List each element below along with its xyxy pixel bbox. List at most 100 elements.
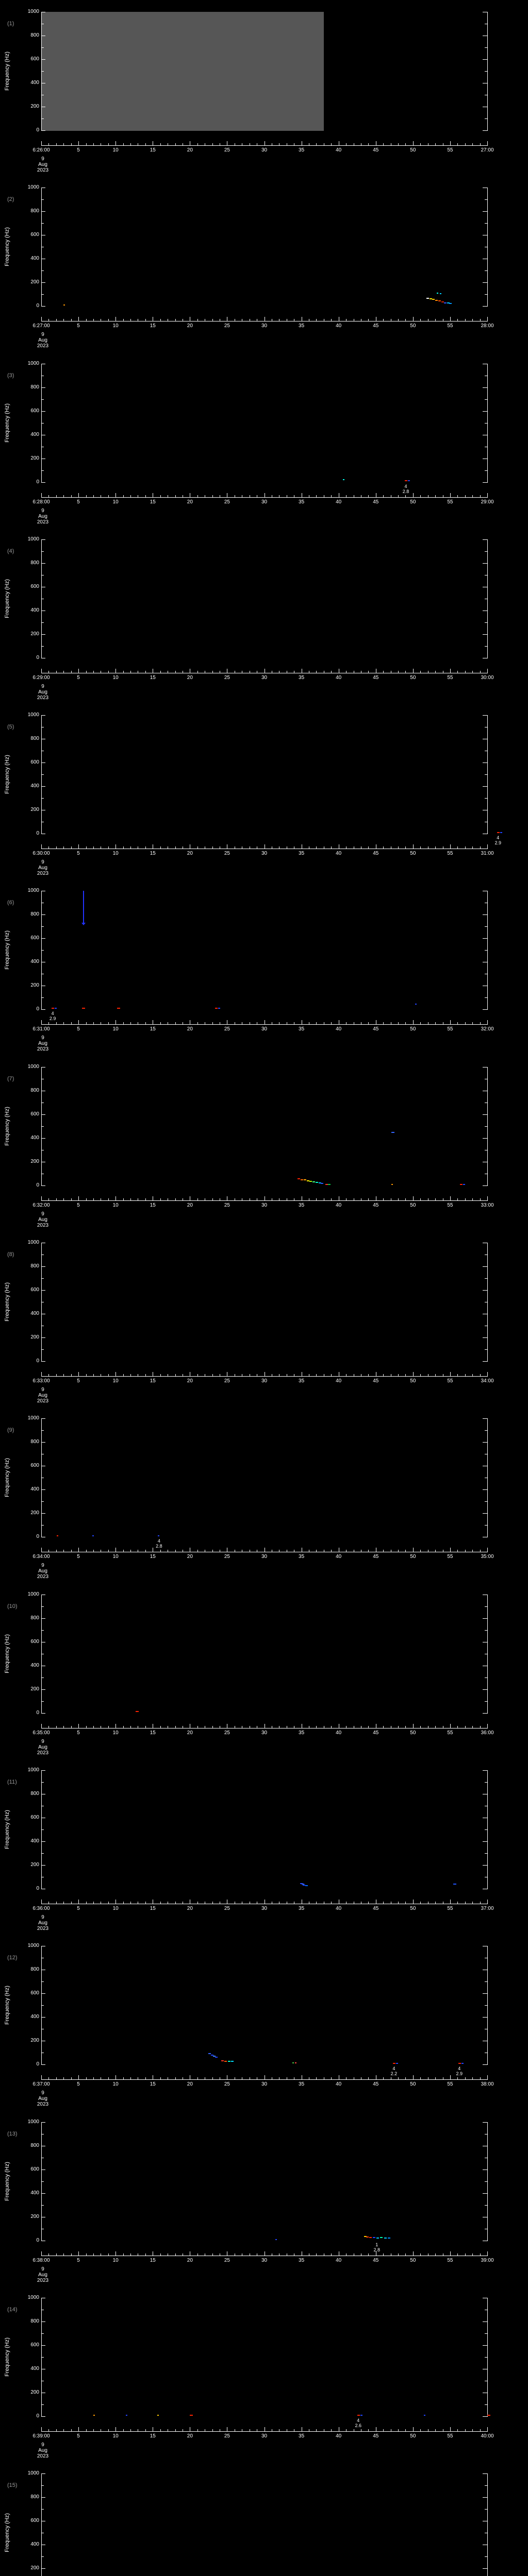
y-minor-tick-right — [485, 1349, 487, 1350]
x-minor-tick — [56, 846, 57, 849]
x-minor-tick — [465, 1374, 466, 1376]
y-minor-tick-right — [485, 1782, 487, 1783]
y-major-tick — [42, 1114, 45, 1115]
x-minor-tick — [108, 846, 109, 849]
y-minor-tick-right — [485, 1606, 487, 1607]
y-tick-label: 400 — [30, 1486, 39, 1492]
y-tick-label: 400 — [30, 2190, 39, 2196]
date-line: Aug — [38, 1393, 47, 1398]
x-tick-label: 25 — [224, 2258, 230, 2263]
x-major-tick — [78, 2075, 79, 2079]
x-minor-tick — [130, 1374, 131, 1376]
x-minor-tick — [93, 319, 94, 321]
x-minor-tick — [86, 495, 87, 497]
x-minor-tick — [175, 1022, 176, 1024]
event-dot — [158, 1535, 160, 1536]
y-tick-label: 1000 — [27, 1415, 39, 1421]
x-minor-tick — [405, 1198, 406, 1200]
y-minor-tick — [42, 1525, 44, 1526]
x-minor-tick — [480, 1726, 481, 1728]
y-tick-label: 200 — [30, 2565, 39, 2571]
x-major-tick — [41, 1372, 42, 1376]
x-major-tick — [78, 1020, 79, 1024]
x-tick-label: 20 — [187, 675, 193, 681]
y-tick-label: 600 — [30, 2166, 39, 2172]
x-major-tick — [412, 2251, 414, 2256]
y-minor-tick — [42, 2509, 44, 2510]
event-dot — [292, 2062, 294, 2064]
x-minor-tick — [160, 846, 161, 849]
y-axis-title-text: Frequency (Hz) — [4, 2513, 10, 2552]
x-minor-tick — [175, 2429, 176, 2431]
x-tick-label: 45 — [373, 1202, 379, 1208]
y-major-tick-right — [483, 387, 487, 388]
event-trace-segment — [447, 302, 450, 304]
x-tick-label: 39:00 — [481, 2258, 494, 2263]
y-minor-tick — [42, 1630, 44, 1631]
y-major-tick — [42, 282, 45, 283]
y-minor-tick — [42, 926, 44, 927]
x-minor-tick — [316, 2429, 317, 2431]
x-tick-label: 50 — [410, 1554, 416, 1560]
x-minor-tick — [420, 319, 421, 321]
y-major-tick — [42, 563, 45, 564]
y-major-tick — [42, 1489, 45, 1490]
x-minor-tick — [63, 2253, 64, 2256]
y-major-tick-right — [483, 1770, 487, 1771]
x-major-tick — [450, 493, 451, 497]
x-major-tick — [487, 844, 488, 849]
y-major-tick-right — [483, 1865, 487, 1866]
event-dot — [391, 1184, 393, 1185]
date-line: 2023 — [37, 343, 49, 349]
x-minor-tick — [472, 1902, 473, 1904]
x-tick-label: 45 — [373, 2433, 379, 2439]
y-major-tick-right — [483, 914, 487, 915]
panel-number-label: (10) — [7, 1603, 18, 1609]
x-minor-tick — [383, 1022, 384, 1024]
event-trace-segment — [303, 1179, 306, 1181]
y-tick-label: 1000 — [27, 1591, 39, 1597]
event-trace-segment — [301, 1179, 304, 1180]
x-tick-label: 6:27:00 — [32, 323, 50, 329]
y-major-tick-right — [483, 1114, 487, 1115]
y-minor-tick-right — [485, 294, 487, 295]
y-axis-title: Frequency (Hz) — [4, 2473, 11, 2576]
y-tick-label: 800 — [30, 2494, 39, 2500]
x-major-tick — [78, 2251, 79, 2256]
event-pick-p — [458, 2062, 461, 2064]
x-tick-label: 31:00 — [481, 851, 494, 856]
x-minor-tick — [48, 2429, 50, 2431]
x-major-tick — [450, 141, 451, 145]
panel-number-label: (6) — [7, 900, 14, 906]
x-tick-label: 40 — [336, 147, 342, 153]
y-minor-tick — [42, 646, 44, 647]
y-major-tick-right — [483, 1618, 487, 1619]
x-minor-tick — [71, 2077, 72, 2079]
x-minor-tick — [197, 1726, 198, 1728]
date-line: 2023 — [37, 871, 49, 876]
y-tick-label: 200 — [30, 1159, 39, 1164]
x-tick-label: 20 — [187, 1730, 193, 1736]
x-minor-tick — [420, 1726, 421, 1728]
x-minor-tick — [383, 319, 384, 321]
y-major-tick — [42, 1185, 45, 1186]
date-line: 2023 — [37, 1398, 49, 1404]
y-minor-tick — [42, 2181, 44, 2182]
y-minor-tick-right — [485, 2357, 487, 2358]
x-minor-tick — [86, 2429, 87, 2431]
x-minor-tick — [123, 319, 124, 321]
x-minor-tick — [465, 2253, 466, 2256]
x-tick-label: 29:00 — [481, 499, 494, 505]
x-minor-tick — [405, 495, 406, 497]
x-minor-tick — [331, 671, 332, 673]
y-tick-label: 200 — [30, 104, 39, 109]
event-trace-segment — [230, 2061, 234, 2062]
x-minor-tick — [48, 1022, 50, 1024]
y-minor-tick-right — [485, 1829, 487, 1830]
event-trace-segment — [298, 1178, 301, 1180]
x-tick-label: 35 — [299, 2081, 305, 2087]
x-major-tick — [78, 493, 79, 497]
event-trace-segment — [303, 1885, 306, 1886]
x-tick-label: 15 — [150, 2258, 156, 2263]
left-axis — [41, 2298, 42, 2417]
